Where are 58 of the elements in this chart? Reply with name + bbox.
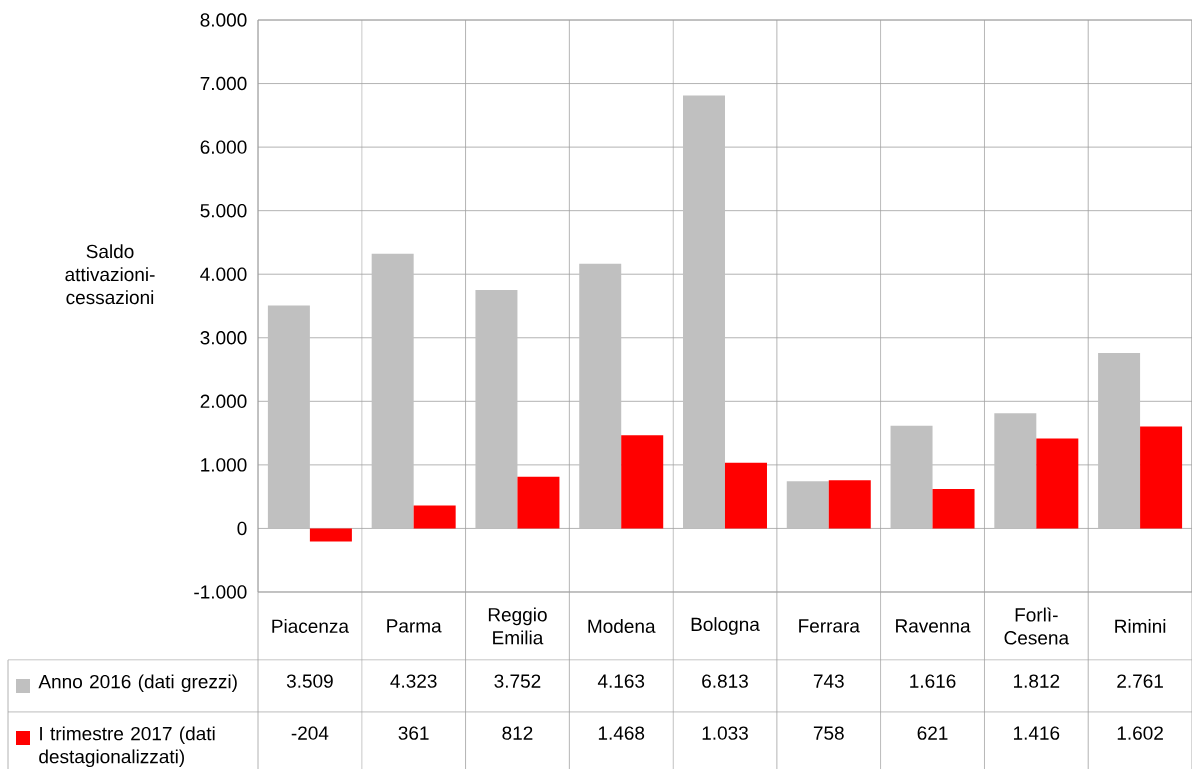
data-label: 6.813 [702,674,748,688]
legend-label: Anno 2016 (dati grezzi) [38,674,237,693]
bar [309,528,352,542]
data-label: 1.468 [598,726,645,740]
y-tick-label: 7.000 [200,76,247,91]
data-label: 1.812 [1013,674,1060,688]
bar [994,413,1037,529]
x-tick-label: Bologna [691,617,760,635]
y-tick-label: 5.000 [200,203,247,218]
x-tick-label: Forlì-Cesena [1004,607,1070,645]
data-label: 3.752 [494,674,541,688]
data-label: 1.416 [1013,726,1060,740]
bar [786,481,829,529]
y-tick-label: 1.000 [201,458,247,472]
data-label: 2.761 [1117,674,1163,688]
data-label: 621 [917,726,948,740]
bar [413,505,456,529]
y-tick-label: 2.000 [200,394,247,409]
data-label: 4.323 [390,674,437,688]
x-tick-label: Reggio Emilia [488,607,547,645]
data-label: 1.616 [910,674,956,688]
legend-label: I trimestre 2017 (dati destagionalizzati) [39,726,215,768]
y-tick-label: 8.000 [200,13,247,27]
x-tick-label: Ferrara [799,619,860,633]
bar [517,476,560,529]
bar [932,488,975,529]
bar [1098,352,1141,529]
data-label: 4.163 [597,674,645,688]
bar [621,435,664,529]
data-label: 3.509 [286,674,333,688]
bar [267,305,310,529]
x-tick-label: Rimini [1115,619,1166,633]
bar [682,95,725,529]
data-label: 361 [398,726,429,740]
bar [475,289,518,529]
y-tick-label: 6.000 [200,140,247,154]
data-label: -204 [291,726,329,740]
bar [724,462,767,529]
y-tick-label: 3.000 [200,331,247,345]
y-axis-title: Saldo attivazioni-cessazioni [65,244,155,305]
y-tick-label: 4.000 [200,267,247,281]
data-label: 758 [813,726,844,740]
x-tick-label: Ravenna [896,619,971,633]
x-tick-label: Piacenza [272,619,349,633]
data-label: 743 [813,674,844,688]
bar [579,263,622,529]
data-label: 1.033 [702,726,748,740]
x-tick-label: Parma [387,619,442,633]
bar [828,480,871,529]
y-tick-label: 0 [237,521,247,536]
data-label: 812 [502,726,533,740]
bar [371,253,414,529]
bar [1140,426,1183,529]
data-label: 1.602 [1117,726,1163,740]
y-tick-label: -1.000 [194,585,247,599]
bar [1036,438,1079,529]
bar [890,425,933,529]
x-tick-label: Modena [588,619,656,633]
